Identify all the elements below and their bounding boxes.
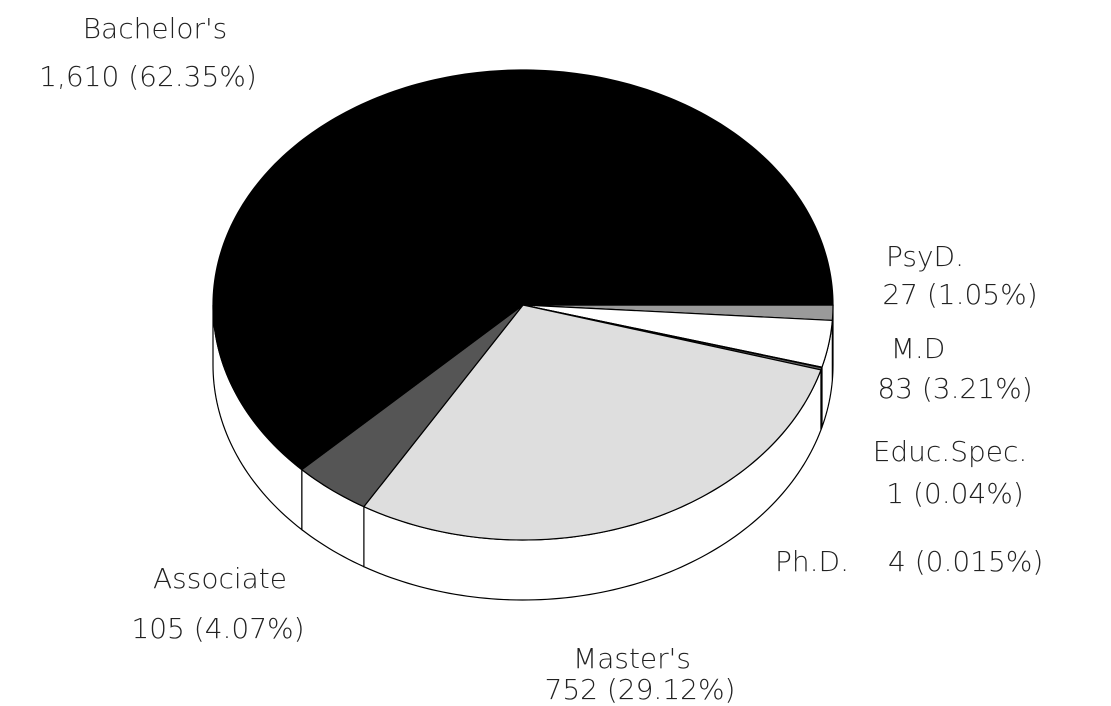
slice <box>212 69 834 471</box>
category-label: Educ.Spec. <box>873 435 1028 468</box>
slice <box>300 304 524 508</box>
value-label: 4 (0.015%) <box>888 545 1043 578</box>
category-label: Master's <box>573 642 691 675</box>
category-label: M.D <box>891 332 946 365</box>
value-label: 1,610 (62.35%) <box>39 60 257 93</box>
category-label: Bachelor's <box>83 12 228 45</box>
value-label: 1 (0.04%) <box>886 477 1024 510</box>
category-label: PsyD. <box>886 240 964 273</box>
labels: Bachelor's 1,610 (62.35%) PsyD. 27 (1.05… <box>39 12 1043 706</box>
value-label: 752 (29.12%) <box>545 673 736 706</box>
pie <box>212 69 834 601</box>
value-label: 83 (3.21%) <box>877 372 1032 405</box>
value-label: 105 (4.07%) <box>131 612 304 645</box>
slice <box>362 304 822 541</box>
category-label: Ph.D. <box>775 545 849 578</box>
value-label: 27 (1.05%) <box>882 278 1037 311</box>
category-label: Associate <box>153 562 287 595</box>
